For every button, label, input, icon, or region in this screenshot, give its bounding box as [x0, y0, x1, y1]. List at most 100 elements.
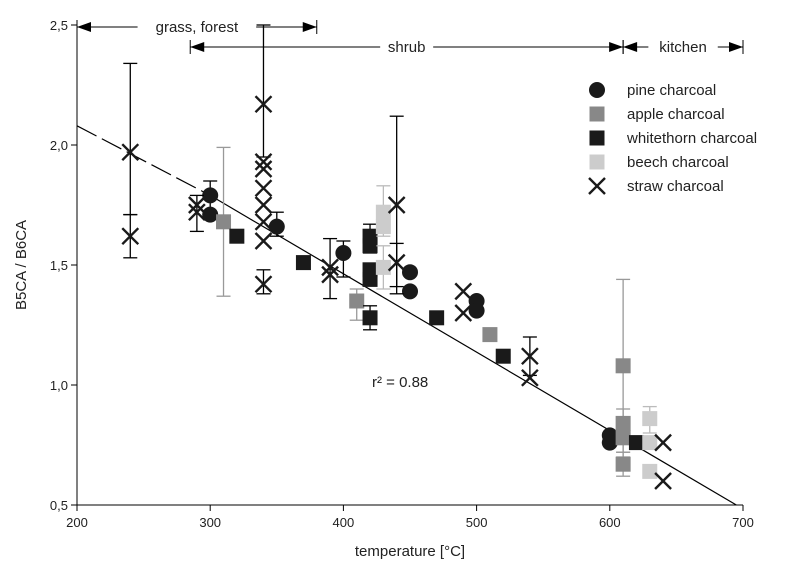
error-bar — [123, 62, 138, 216]
x-mark-stroke — [254, 152, 273, 171]
data-point-straw-charcoal — [121, 143, 140, 162]
legend-label: straw charcoal — [627, 178, 724, 195]
range-label: kitchen — [659, 39, 707, 56]
range-arrowhead — [302, 22, 317, 32]
data-point-apple-charcoal — [615, 358, 631, 374]
x-mark-stroke — [521, 347, 539, 366]
legend-item-pine-charcoal: pine charcoal — [589, 82, 716, 99]
legend: pine charcoal apple charcoal whitethorn ch… — [588, 82, 757, 195]
data-point-straw-charcoal — [254, 152, 273, 171]
x-mark-stroke — [254, 160, 273, 178]
data-point-whitethorn-charcoal — [495, 348, 511, 364]
error-bar — [256, 24, 271, 158]
legend-item-beech-charcoal: beech charcoal — [589, 154, 729, 171]
data-point-pine-charcoal — [268, 218, 285, 235]
x-mark-stroke — [254, 196, 273, 214]
data-point-straw-charcoal — [387, 253, 406, 272]
x-mark-stroke — [454, 282, 473, 301]
x-mark-stroke — [254, 179, 273, 198]
x-mark-stroke — [254, 232, 273, 250]
data-point-straw-charcoal — [521, 368, 539, 387]
x-mark-stroke — [654, 472, 672, 490]
data-point-straw-charcoal — [454, 282, 473, 301]
data-point-pine-charcoal — [202, 206, 219, 223]
series-beech-charcoal — [375, 185, 658, 479]
data-point-straw-charcoal — [188, 196, 206, 214]
x-mark-stroke — [387, 196, 406, 214]
data-point-straw-charcoal — [454, 304, 473, 322]
y-tick-label: 1,5 — [50, 258, 68, 273]
regression-solid — [209, 194, 737, 506]
data-point-straw-charcoal — [521, 347, 539, 366]
series-pine-charcoal — [202, 180, 618, 451]
x-tick-label: 600 — [599, 515, 621, 530]
x-tick-label: 500 — [466, 515, 488, 530]
legend-marker — [589, 154, 605, 170]
data-point-beech-charcoal — [375, 219, 391, 235]
data-point-whitethorn-charcoal — [362, 310, 378, 326]
x-tick-label: 700 — [732, 515, 754, 530]
legend-item-apple-charcoal: apple charcoal — [589, 106, 725, 123]
data-point-apple-charcoal — [615, 456, 631, 472]
data-point-whitethorn-charcoal — [362, 238, 378, 254]
data-point-straw-charcoal — [254, 275, 273, 294]
data-point-apple-charcoal — [349, 293, 365, 309]
range-arrowhead — [190, 42, 205, 52]
range-label: grass, forest — [156, 19, 239, 36]
regression-dashed — [76, 125, 211, 196]
legend-item-straw-charcoal: straw charcoal — [588, 177, 724, 195]
x-mark-stroke — [521, 368, 539, 387]
data-point-whitethorn-charcoal — [229, 228, 245, 244]
data-point-straw-charcoal — [654, 433, 672, 452]
data-point-apple-charcoal — [216, 214, 232, 230]
error-bar — [389, 242, 404, 288]
y-tick-label: 2,0 — [50, 138, 68, 153]
data-point-straw-charcoal — [254, 196, 273, 214]
data-point-straw-charcoal — [254, 232, 273, 250]
legend-label: pine charcoal — [627, 82, 716, 99]
data-point-straw-charcoal — [321, 258, 339, 277]
error-bar — [256, 269, 271, 295]
range-arrowhead — [609, 42, 624, 52]
data-point-pine-charcoal — [468, 302, 485, 319]
data-point-whitethorn-charcoal — [295, 255, 311, 271]
data-point-straw-charcoal — [254, 212, 273, 231]
data-point-apple-charcoal — [615, 430, 631, 446]
data-point-straw-charcoal — [387, 196, 406, 214]
x-mark-stroke — [321, 258, 339, 277]
x-mark-stroke — [321, 265, 339, 284]
data-point-straw-charcoal — [254, 160, 273, 178]
data-point-whitethorn-charcoal — [362, 271, 378, 287]
x-tick-label: 300 — [199, 515, 221, 530]
y-axis-label: B5CA / B6CA — [13, 220, 30, 310]
data-point-straw-charcoal — [254, 179, 273, 198]
data-point-pine-charcoal — [402, 264, 418, 281]
data-point-straw-charcoal — [188, 203, 206, 222]
x-mark-stroke — [121, 143, 140, 162]
data-point-straw-charcoal — [121, 227, 140, 246]
x-axis-label: temperature [°C] — [355, 543, 465, 560]
x-tick-label: 400 — [333, 515, 355, 530]
data-point-beech-charcoal — [375, 259, 391, 275]
data-point-straw-charcoal — [254, 95, 273, 114]
x-mark-stroke — [454, 304, 473, 322]
data-point-straw-charcoal — [321, 265, 339, 284]
data-point-beech-charcoal — [642, 411, 658, 427]
data-series — [121, 24, 672, 490]
range-arrowhead — [623, 42, 638, 52]
x-mark-stroke — [188, 196, 206, 214]
x-mark-stroke — [654, 433, 672, 452]
data-point-beech-charcoal — [642, 463, 658, 479]
legend-marker — [589, 130, 605, 146]
data-point-whitethorn-charcoal — [628, 435, 644, 451]
range-label: shrub — [388, 39, 426, 56]
data-point-beech-charcoal — [642, 435, 658, 451]
x-tick-label: 200 — [66, 515, 88, 530]
axis-ticks: 200 300 400 500 600 700 0,5 1,0 1,5 2,0 2,5 — [50, 18, 754, 530]
legend-marker — [588, 177, 606, 195]
regression-line — [76, 125, 737, 506]
legend-label: whitethorn charcoal — [626, 130, 757, 147]
data-point-beech-charcoal — [375, 204, 391, 220]
x-mark-stroke — [254, 212, 273, 231]
